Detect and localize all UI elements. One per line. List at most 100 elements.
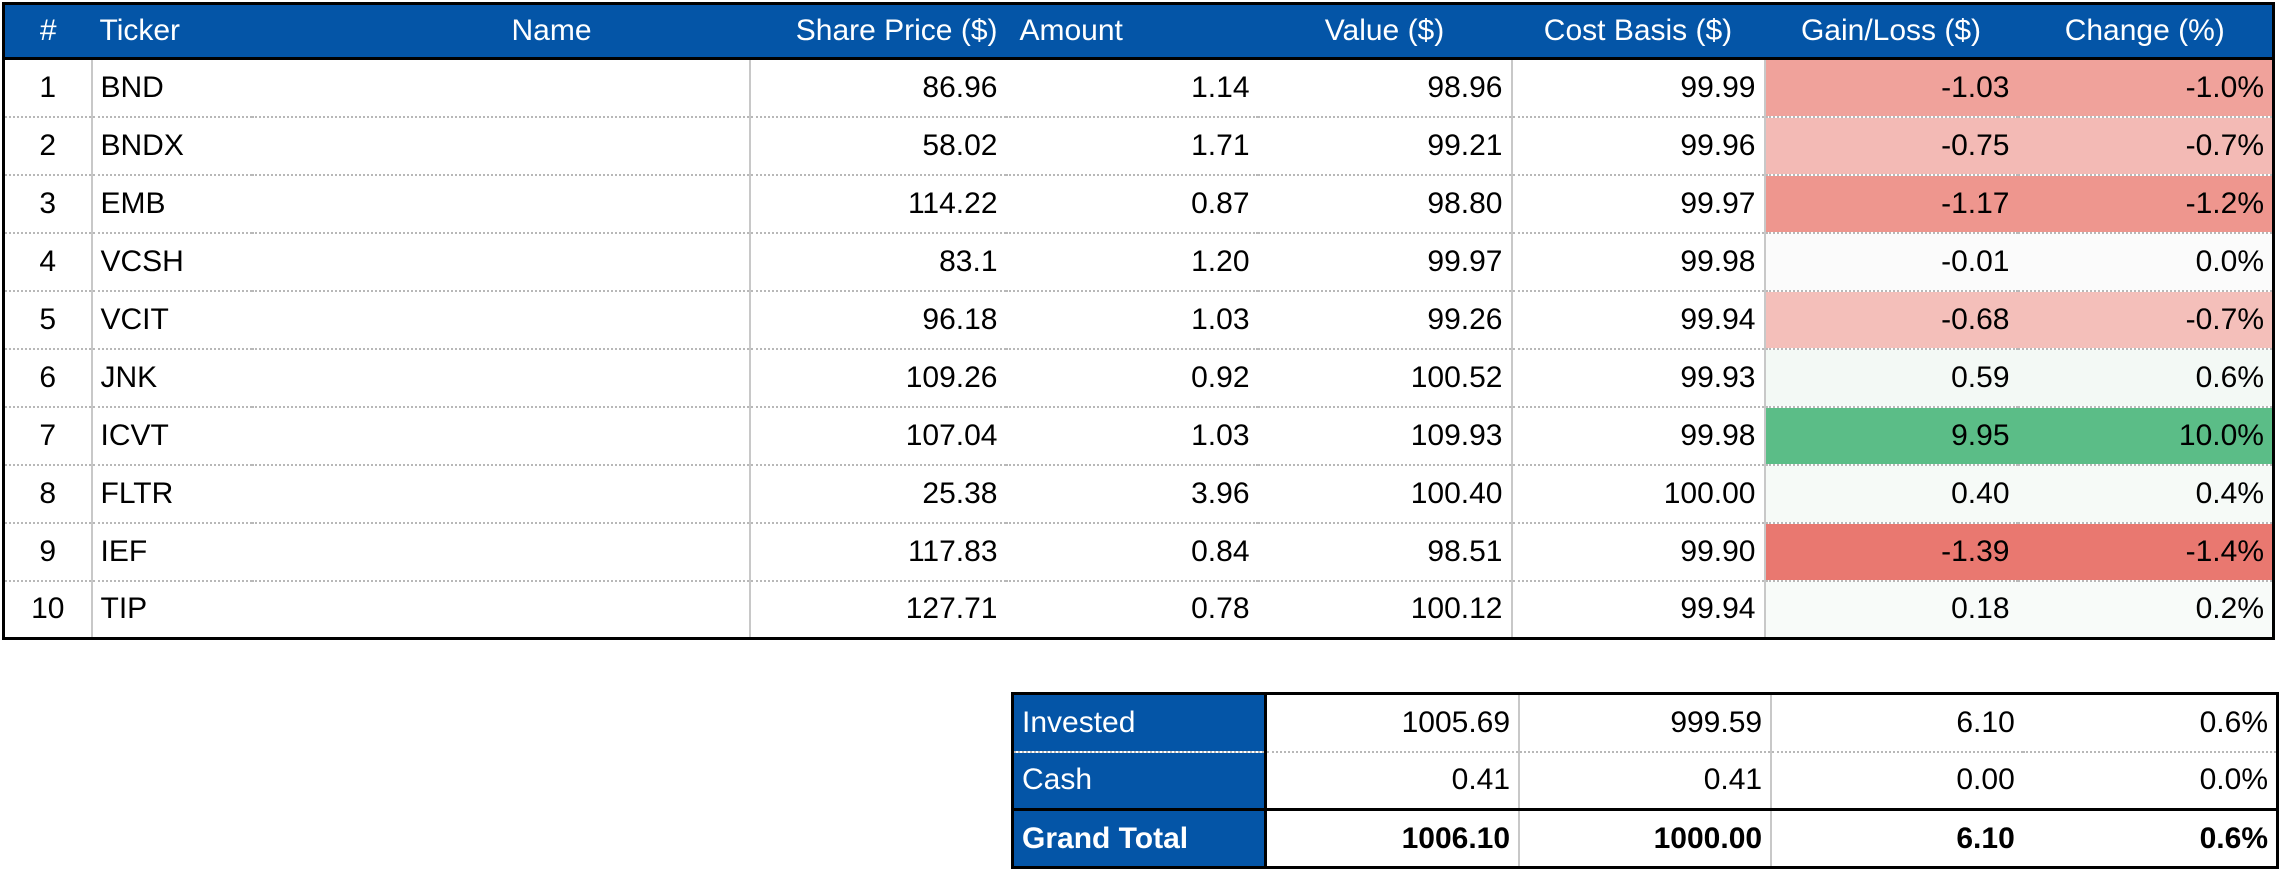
- value-cell[interactable]: 99.21: [1257, 116, 1513, 176]
- summary-change-cell[interactable]: 0.6%: [2022, 693, 2278, 753]
- table-row[interactable]: 9 IEF 117.83 0.84 98.51 99.90 -1.39 -1.4%: [3, 522, 2274, 582]
- gain-loss-cell[interactable]: -1.39: [1764, 522, 2018, 582]
- header-ticker[interactable]: Ticker: [91, 3, 252, 60]
- cost-basis-cell[interactable]: 99.99: [1511, 58, 1766, 118]
- share-price-cell[interactable]: 107.04: [749, 406, 1006, 466]
- row-number[interactable]: 8: [3, 464, 93, 524]
- summary-row[interactable]: Cash 0.41 0.41 0.00 0.0%: [1012, 751, 2278, 811]
- header-cost-basis[interactable]: Cost Basis ($): [1511, 3, 1765, 60]
- value-cell[interactable]: 99.97: [1257, 232, 1513, 292]
- gain-loss-cell[interactable]: -1.03: [1764, 58, 2018, 118]
- header-amount[interactable]: Amount: [1005, 3, 1258, 60]
- table-row[interactable]: 7 ICVT 107.04 1.03 109.93 99.98 9.95 10.0%: [3, 406, 2274, 466]
- header-share-price[interactable]: Share Price ($): [749, 3, 1006, 60]
- row-number[interactable]: 4: [3, 232, 93, 292]
- cost-basis-cell[interactable]: 99.96: [1511, 116, 1766, 176]
- cost-basis-cell[interactable]: 99.94: [1511, 290, 1766, 350]
- amount-cell[interactable]: 1.14: [1005, 58, 1258, 118]
- amount-cell[interactable]: 0.92: [1005, 348, 1258, 408]
- value-cell[interactable]: 100.12: [1257, 580, 1513, 639]
- name-cell[interactable]: [251, 116, 751, 176]
- share-price-cell[interactable]: 96.18: [749, 290, 1006, 350]
- amount-cell[interactable]: 1.03: [1005, 290, 1258, 350]
- amount-cell[interactable]: 1.03: [1005, 406, 1258, 466]
- ticker-cell[interactable]: FLTR: [91, 464, 252, 524]
- change-cell[interactable]: -0.7%: [2017, 116, 2274, 176]
- summary-cost-basis-cell[interactable]: 1000.00: [1519, 808, 1773, 868]
- ticker-cell[interactable]: VCIT: [91, 290, 252, 350]
- value-cell[interactable]: 100.52: [1257, 348, 1513, 408]
- amount-cell[interactable]: 0.87: [1005, 174, 1258, 234]
- amount-cell[interactable]: 0.78: [1191, 592, 1250, 626]
- cost-basis-cell[interactable]: 99.97: [1511, 174, 1766, 234]
- value-cell[interactable]: 98.80: [1257, 174, 1513, 234]
- summary-label[interactable]: Cash: [1012, 751, 1268, 811]
- ticker-cell[interactable]: EMB: [91, 174, 252, 234]
- table-row[interactable]: 5 VCIT 96.18 1.03 99.26 99.94 -0.68 -0.7%: [3, 290, 2274, 350]
- grand-total-row[interactable]: Grand Total 1006.10 1000.00 6.10 0.6%: [1012, 808, 2278, 868]
- ticker-cell[interactable]: ICVT: [91, 406, 252, 466]
- change-cell[interactable]: -0.7%: [2017, 290, 2274, 350]
- share-price-cell[interactable]: 25.38: [749, 464, 1006, 524]
- summary-change-cell[interactable]: 0.0%: [2022, 751, 2278, 811]
- cost-basis-cell[interactable]: 99.94: [1511, 580, 1766, 639]
- value-cell[interactable]: 109.93: [1257, 406, 1513, 466]
- value-cell[interactable]: 100.40: [1257, 464, 1513, 524]
- row-number[interactable]: 1: [3, 58, 93, 118]
- name-cell[interactable]: [251, 580, 751, 639]
- gain-loss-cell[interactable]: 0.59: [1764, 348, 2018, 408]
- name-cell[interactable]: [251, 522, 751, 582]
- summary-cost-basis-cell[interactable]: 0.41: [1519, 751, 1773, 811]
- cost-basis-cell[interactable]: 100.00: [1511, 464, 1766, 524]
- change-cell[interactable]: 0.0%: [2017, 232, 2274, 292]
- ticker-cell[interactable]: JNK: [91, 348, 252, 408]
- summary-gain-loss-cell[interactable]: 0.00: [1771, 751, 2023, 811]
- table-row[interactable]: 4 VCSH 83.1 1.20 99.97 99.98 -0.01 0.0%: [3, 232, 2274, 292]
- name-cell[interactable]: [251, 406, 751, 466]
- share-price-cell[interactable]: 83.1: [749, 232, 1006, 292]
- ticker-cell[interactable]: VCSH: [91, 232, 252, 292]
- ticker-cell[interactable]: IEF: [91, 522, 252, 582]
- amount-cell[interactable]: 3.96: [1005, 464, 1258, 524]
- row-number[interactable]: 3: [3, 174, 93, 234]
- cost-basis-cell[interactable]: 99.98: [1511, 406, 1766, 466]
- gain-loss-cell[interactable]: 9.95: [1764, 406, 2018, 466]
- gain-loss-cell[interactable]: -0.68: [1764, 290, 2018, 350]
- row-number[interactable]: 6: [3, 348, 93, 408]
- summary-row[interactable]: Invested 1005.69 999.59 6.10 0.6%: [1012, 693, 2278, 753]
- name-cell[interactable]: [251, 348, 751, 408]
- change-cell[interactable]: -1.0%: [2017, 58, 2274, 118]
- table-row[interactable]: 2 BNDX 58.02 1.71 99.21 99.96 -0.75 -0.7%: [3, 116, 2274, 176]
- amount-cell[interactable]: 1.20: [1005, 232, 1258, 292]
- share-price-cell[interactable]: 86.96: [749, 58, 1006, 118]
- name-cell[interactable]: [251, 58, 751, 118]
- name-cell[interactable]: [251, 464, 751, 524]
- summary-label[interactable]: Grand Total: [1012, 808, 1268, 868]
- gain-loss-cell[interactable]: -0.75: [1764, 116, 2018, 176]
- change-cell[interactable]: 0.2%: [2017, 580, 2274, 639]
- change-cell[interactable]: 10.0%: [2017, 406, 2274, 466]
- summary-label[interactable]: Invested: [1012, 693, 1268, 753]
- change-cell[interactable]: -1.2%: [2017, 174, 2274, 234]
- value-cell[interactable]: 98.51: [1257, 522, 1513, 582]
- table-row[interactable]: 6 JNK 109.26 0.92 100.52 99.93 0.59 0.6%: [3, 348, 2274, 408]
- gain-loss-cell[interactable]: 0.18: [1764, 580, 2018, 639]
- gain-loss-cell[interactable]: 0.40: [1764, 464, 2018, 524]
- value-cell[interactable]: 99.26: [1257, 290, 1513, 350]
- gain-loss-cell[interactable]: -1.17: [1764, 174, 2018, 234]
- amount-cell[interactable]: 0.84: [1005, 522, 1258, 582]
- share-price-cell[interactable]: 114.22: [749, 174, 1006, 234]
- header-name[interactable]: Name: [251, 3, 750, 60]
- share-price-cell[interactable]: 58.02: [749, 116, 1006, 176]
- share-price-cell[interactable]: 117.83: [749, 522, 1006, 582]
- name-cell[interactable]: [251, 290, 751, 350]
- header-gain-loss[interactable]: Gain/Loss ($): [1764, 3, 2018, 60]
- table-row[interactable]: 1 BND 86.96 1.14 98.96 99.99 -1.03 -1.0%: [3, 58, 2274, 118]
- name-cell[interactable]: [251, 174, 751, 234]
- value-cell[interactable]: 98.96: [1257, 58, 1513, 118]
- summary-value-cell[interactable]: 0.41: [1265, 751, 1521, 811]
- table-row[interactable]: 3 EMB 114.22 0.87 98.80 99.97 -1.17 -1.2%: [3, 174, 2274, 234]
- summary-change-cell[interactable]: 0.6%: [2022, 808, 2278, 868]
- header-value[interactable]: Value ($): [1257, 3, 1512, 60]
- row-number[interactable]: 2: [3, 116, 93, 176]
